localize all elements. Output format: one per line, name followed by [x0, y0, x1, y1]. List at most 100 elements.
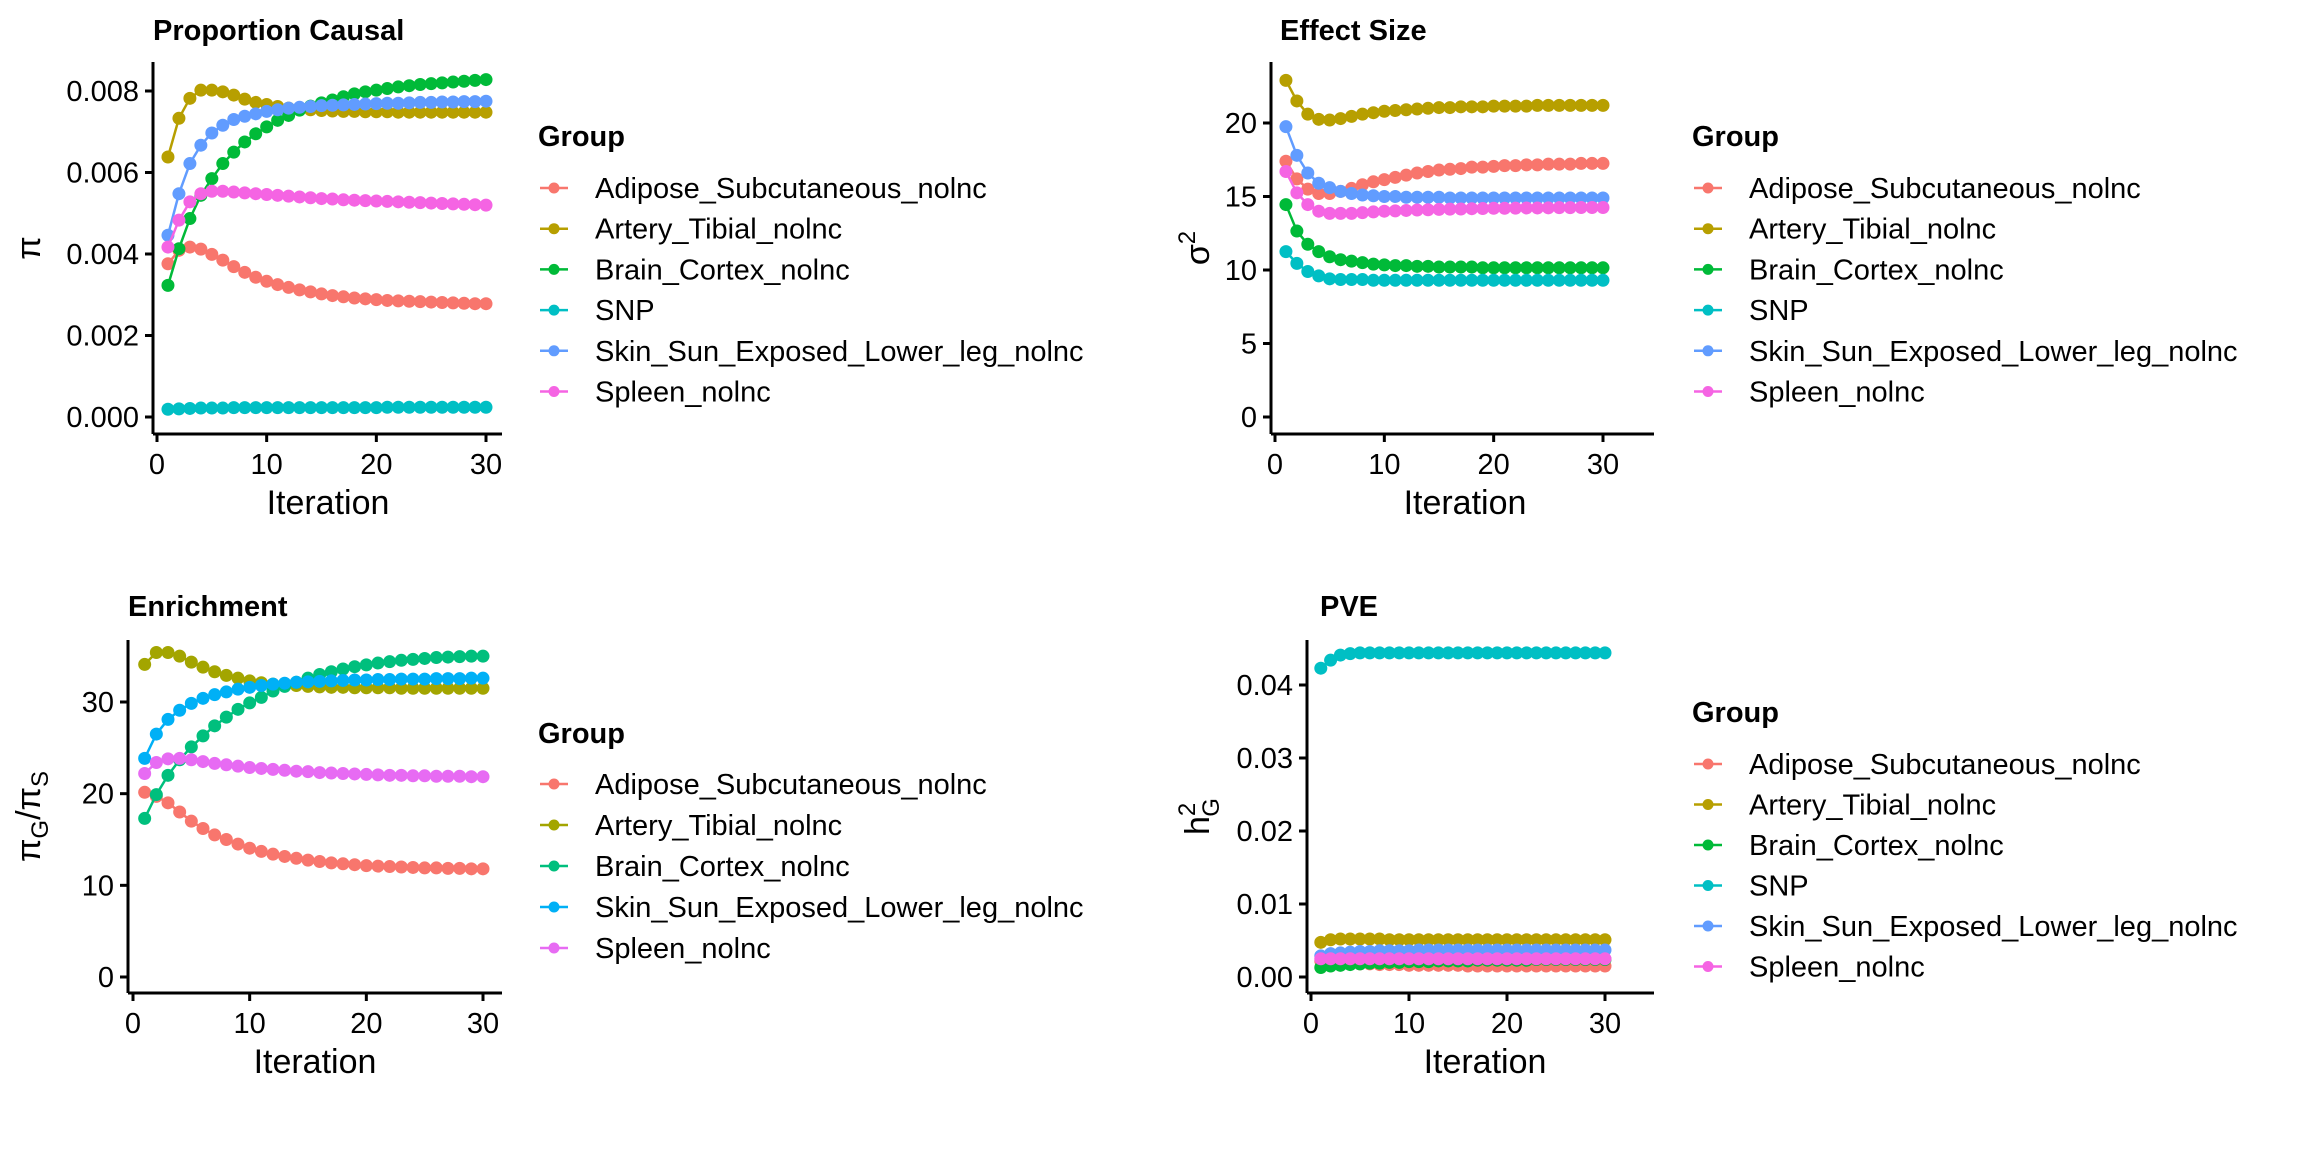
data-point — [371, 673, 385, 687]
legend-key-point — [1702, 263, 1714, 275]
data-point — [1454, 162, 1468, 176]
data-point — [1410, 203, 1424, 217]
data-point — [282, 101, 296, 115]
series-adipose-subcutaneous-nolnc — [161, 240, 493, 311]
data-point — [1432, 101, 1446, 115]
data-point — [1510, 646, 1524, 660]
data-point — [249, 95, 263, 109]
legend-key-point — [1702, 182, 1714, 194]
data-point — [336, 401, 350, 415]
data-point — [216, 157, 230, 171]
legend-label: Brain_Cortex_nolnc — [1749, 254, 2004, 286]
data-point — [238, 186, 252, 200]
data-point — [205, 401, 219, 415]
data-point — [196, 755, 210, 769]
data-point — [418, 672, 432, 686]
data-point — [1541, 273, 1555, 287]
data-point — [1410, 190, 1424, 204]
data-point — [476, 681, 490, 695]
data-point — [1509, 99, 1523, 113]
data-point — [260, 274, 274, 288]
data-point — [1498, 201, 1512, 215]
data-point — [476, 671, 490, 685]
legend-item: Adipose_Subcutaneous_nolnc — [540, 173, 987, 205]
data-point — [161, 240, 175, 254]
data-point — [238, 92, 252, 106]
data-point — [1345, 254, 1359, 268]
data-point — [1382, 933, 1396, 947]
data-point — [138, 751, 152, 765]
data-point — [441, 681, 455, 695]
data-point — [194, 242, 208, 256]
data-point — [173, 649, 187, 663]
legend-label: Spleen_nolnc — [595, 933, 771, 965]
data-point — [1334, 273, 1348, 287]
data-point — [1377, 173, 1391, 187]
data-point — [1451, 933, 1465, 947]
x-tick-label: 0 — [1303, 1008, 1319, 1040]
data-point — [1454, 191, 1468, 205]
legend-label: Brain_Cortex_nolnc — [1749, 830, 2004, 862]
y-tick-label: 0.004 — [66, 239, 139, 271]
data-point — [406, 769, 420, 783]
data-point — [1432, 260, 1446, 274]
data-point — [418, 769, 432, 783]
data-point — [1465, 100, 1479, 114]
data-point — [1290, 94, 1304, 108]
legend-item: Brain_Cortex_nolnc — [1694, 830, 2004, 862]
data-point — [1443, 191, 1457, 205]
data-point — [383, 673, 397, 687]
data-point — [1596, 156, 1610, 170]
data-point — [1366, 175, 1380, 189]
data-point — [249, 270, 263, 284]
data-point — [1549, 952, 1563, 966]
data-point — [1541, 261, 1555, 275]
data-point — [161, 278, 175, 292]
data-point — [243, 680, 257, 694]
y-tick-label: 0.00 — [1237, 962, 1293, 994]
data-point — [254, 761, 268, 775]
data-point — [138, 811, 152, 825]
data-point — [347, 87, 361, 101]
data-point — [315, 287, 328, 301]
data-point — [243, 761, 257, 775]
legend-label: SNP — [595, 295, 655, 327]
data-point — [1373, 932, 1387, 946]
data-point — [1480, 933, 1494, 947]
legend-item: Brain_Cortex_nolnc — [1694, 254, 2004, 286]
data-point — [315, 401, 328, 415]
data-point — [369, 194, 383, 208]
data-point — [1443, 260, 1457, 274]
data-point — [358, 97, 372, 111]
data-point — [1334, 206, 1348, 220]
data-point — [369, 97, 383, 111]
legend: Group Adipose_Subcutaneous_nolnc Artery_Ti… — [538, 121, 1084, 409]
data-point — [1388, 104, 1402, 118]
legend-item: Artery_Tibial_nolnc — [1694, 214, 1996, 246]
x-tick-label: 0 — [1267, 449, 1283, 481]
y-axis-title-sup: 2 — [1174, 803, 1201, 816]
data-point — [1510, 952, 1524, 966]
data-point — [424, 95, 438, 109]
data-point — [1392, 952, 1406, 966]
data-point — [1588, 646, 1602, 660]
data-point — [468, 73, 482, 87]
data-point — [413, 295, 427, 309]
legend-item: SNP — [1694, 295, 1809, 327]
legend: Group Adipose_Subcutaneous_nolnc Artery_Ti… — [1692, 121, 2238, 409]
data-point — [271, 401, 285, 415]
data-point — [161, 752, 175, 766]
legend-key-point — [548, 182, 560, 194]
data-point — [383, 860, 397, 874]
data-point — [446, 197, 460, 211]
data-point — [243, 841, 257, 855]
x-tick-label: 20 — [1491, 1008, 1523, 1040]
data-point — [184, 740, 198, 754]
data-point — [1388, 190, 1402, 203]
data-point — [1353, 952, 1367, 966]
data-point — [1596, 201, 1610, 215]
data-point — [1388, 259, 1402, 273]
y-tick-label: 0 — [98, 962, 114, 994]
data-point — [435, 76, 449, 90]
